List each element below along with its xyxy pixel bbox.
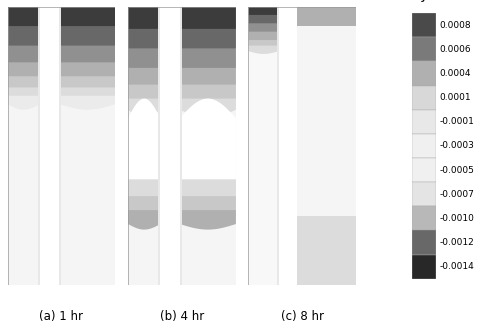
Text: (c) 8 hr: (c) 8 hr (281, 310, 323, 323)
Text: -0.0001: -0.0001 (439, 117, 473, 126)
Text: 0.0006: 0.0006 (439, 45, 470, 54)
Polygon shape (248, 23, 278, 40)
Text: -0.0010: -0.0010 (439, 214, 473, 223)
Bar (160, 7, 179, 285)
Text: -0.0003: -0.0003 (439, 141, 473, 151)
Polygon shape (179, 7, 235, 48)
Polygon shape (8, 76, 40, 96)
Bar (276, 7, 278, 285)
Bar (158, 7, 160, 285)
Polygon shape (128, 7, 160, 48)
Polygon shape (128, 196, 160, 218)
Polygon shape (59, 46, 115, 76)
Polygon shape (179, 210, 235, 230)
Polygon shape (59, 96, 115, 110)
Bar (411, 231, 435, 255)
Bar (411, 110, 435, 134)
Text: -0.0012: -0.0012 (439, 238, 473, 247)
Bar (411, 86, 435, 110)
Polygon shape (8, 62, 40, 87)
Polygon shape (128, 210, 160, 230)
Text: 0.0008: 0.0008 (439, 21, 470, 30)
Polygon shape (59, 7, 115, 46)
Polygon shape (248, 31, 278, 46)
Polygon shape (248, 40, 278, 51)
Bar (38, 7, 40, 285)
Polygon shape (179, 179, 235, 207)
Bar (297, 7, 356, 26)
Polygon shape (8, 96, 40, 110)
Polygon shape (8, 46, 40, 76)
Polygon shape (248, 7, 278, 23)
Bar (40, 7, 59, 285)
Polygon shape (248, 46, 278, 54)
Text: -0.0007: -0.0007 (439, 190, 473, 199)
Polygon shape (179, 48, 235, 85)
Polygon shape (128, 68, 160, 98)
Bar (411, 255, 435, 279)
Polygon shape (59, 26, 115, 62)
Text: J: J (421, 0, 425, 2)
Bar (411, 37, 435, 61)
Bar (59, 7, 62, 285)
Polygon shape (179, 196, 235, 218)
Polygon shape (179, 98, 235, 118)
Polygon shape (8, 7, 40, 46)
Text: 0.0001: 0.0001 (439, 93, 470, 102)
Polygon shape (59, 87, 115, 104)
Bar (297, 7, 356, 216)
Text: -0.0014: -0.0014 (439, 262, 473, 271)
Bar (411, 61, 435, 86)
Bar (278, 7, 297, 285)
Bar (297, 216, 356, 285)
Polygon shape (248, 15, 278, 31)
Text: (b) 4 hr: (b) 4 hr (159, 310, 204, 323)
Polygon shape (128, 48, 160, 85)
Polygon shape (179, 85, 235, 110)
Bar (411, 206, 435, 231)
Polygon shape (179, 99, 235, 179)
Bar (179, 7, 182, 285)
Polygon shape (59, 76, 115, 96)
Polygon shape (128, 99, 160, 179)
Bar (411, 182, 435, 206)
Polygon shape (128, 29, 160, 68)
Bar (411, 134, 435, 158)
Polygon shape (128, 98, 160, 118)
Polygon shape (128, 85, 160, 110)
Bar (411, 13, 435, 37)
Text: 0.0004: 0.0004 (439, 69, 470, 78)
Polygon shape (179, 68, 235, 98)
Text: (a) 1 hr: (a) 1 hr (40, 310, 83, 323)
Polygon shape (59, 62, 115, 87)
Polygon shape (8, 26, 40, 62)
Polygon shape (8, 87, 40, 104)
Text: -0.0005: -0.0005 (439, 166, 473, 174)
Polygon shape (128, 179, 160, 207)
Bar (411, 158, 435, 182)
Polygon shape (179, 29, 235, 68)
